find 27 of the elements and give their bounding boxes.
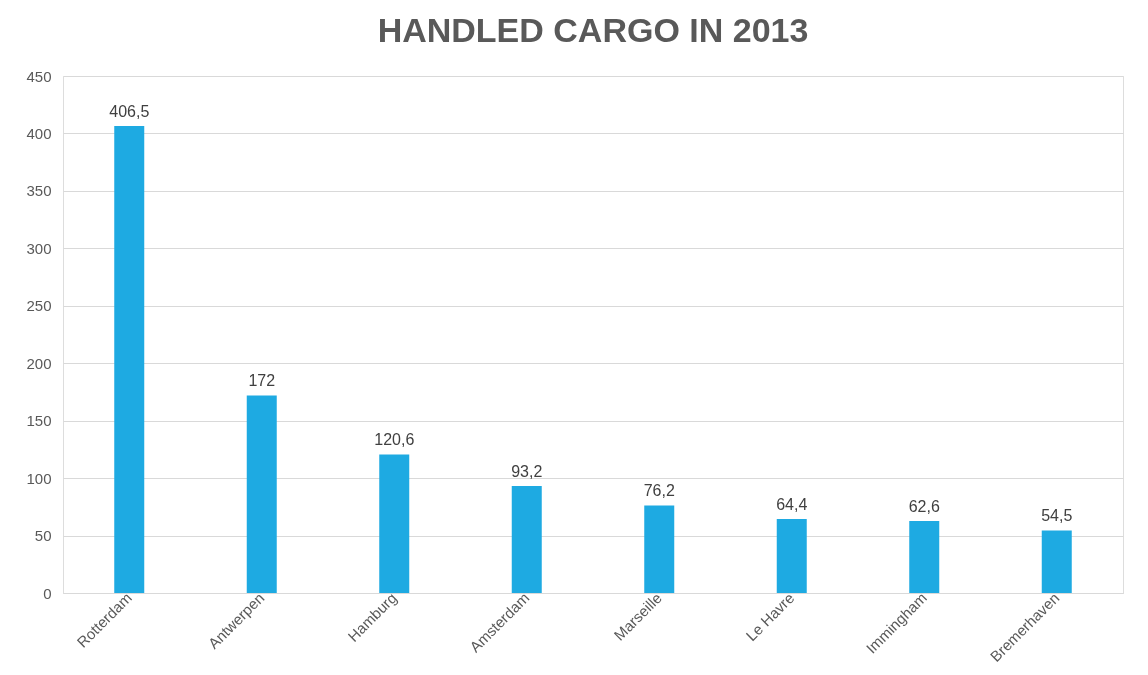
bar <box>114 125 145 593</box>
bar <box>1041 530 1072 593</box>
y-tick-label: 100 <box>26 469 52 487</box>
bar <box>379 454 410 593</box>
y-tick-label: 450 <box>26 67 52 85</box>
y-tick-label: 250 <box>26 297 52 315</box>
bar <box>776 519 807 593</box>
bar <box>246 395 277 593</box>
data-label: 93,2 <box>511 462 543 480</box>
bar <box>511 485 542 593</box>
y-tick-label: 300 <box>26 239 52 257</box>
y-tick-label: 50 <box>34 527 52 545</box>
data-label: 64,4 <box>776 496 808 514</box>
data-label: 76,2 <box>643 482 675 500</box>
y-tick-label: 400 <box>26 124 52 142</box>
data-label: 54,5 <box>1041 507 1073 525</box>
bar <box>909 521 940 593</box>
y-tick-label: 0 <box>43 584 52 602</box>
data-label: 120,6 <box>374 431 415 449</box>
y-tick-label: 150 <box>26 412 52 430</box>
chart-title: HANDLED CARGO IN 2013 <box>377 11 809 49</box>
y-tick-label: 350 <box>26 182 52 200</box>
bar <box>644 505 675 593</box>
data-label: 406,5 <box>109 102 150 120</box>
data-label: 172 <box>248 372 276 390</box>
y-tick-label: 200 <box>26 354 52 372</box>
data-label: 62,6 <box>908 498 940 516</box>
